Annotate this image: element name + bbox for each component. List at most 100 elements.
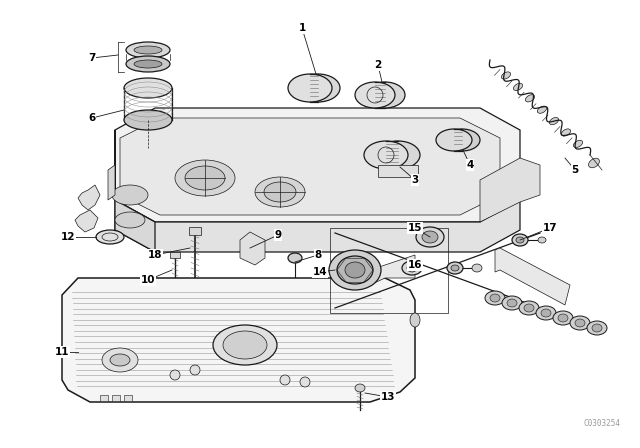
Ellipse shape [185, 166, 225, 190]
Polygon shape [120, 118, 500, 215]
Ellipse shape [365, 82, 405, 108]
Ellipse shape [296, 74, 340, 102]
Text: 5: 5 [572, 165, 579, 175]
Ellipse shape [592, 324, 602, 332]
Text: 12: 12 [61, 232, 76, 242]
Ellipse shape [447, 262, 463, 274]
Ellipse shape [264, 182, 296, 202]
Text: 9: 9 [275, 230, 282, 240]
Ellipse shape [134, 60, 162, 68]
Text: 6: 6 [88, 113, 95, 123]
Ellipse shape [345, 262, 365, 278]
Ellipse shape [329, 250, 381, 290]
Ellipse shape [115, 212, 145, 228]
Ellipse shape [575, 319, 585, 327]
Ellipse shape [376, 141, 420, 169]
Ellipse shape [402, 261, 422, 275]
Ellipse shape [507, 299, 517, 307]
Ellipse shape [558, 314, 568, 322]
Ellipse shape [536, 306, 556, 320]
Ellipse shape [96, 230, 124, 244]
Ellipse shape [525, 95, 534, 102]
Ellipse shape [223, 331, 267, 359]
Text: 14: 14 [313, 267, 327, 277]
Ellipse shape [126, 56, 170, 72]
Ellipse shape [541, 309, 551, 317]
Polygon shape [495, 248, 570, 305]
Circle shape [170, 370, 180, 380]
Ellipse shape [407, 264, 417, 272]
Ellipse shape [124, 110, 172, 130]
Ellipse shape [288, 74, 332, 102]
Text: 15: 15 [408, 223, 422, 233]
Ellipse shape [519, 301, 539, 315]
Text: C0303254: C0303254 [583, 419, 620, 428]
Ellipse shape [502, 296, 522, 310]
Ellipse shape [364, 141, 408, 169]
Bar [170, 252, 180, 258]
Circle shape [280, 375, 290, 385]
Bar [100, 395, 108, 401]
Polygon shape [115, 200, 520, 252]
Ellipse shape [337, 256, 373, 284]
Ellipse shape [513, 83, 523, 90]
Ellipse shape [538, 237, 546, 243]
Text: 4: 4 [467, 160, 474, 170]
Ellipse shape [573, 140, 582, 147]
Bar [112, 395, 120, 401]
Ellipse shape [501, 72, 511, 79]
Ellipse shape [287, 281, 303, 291]
Bar [189, 227, 201, 235]
Text: 2: 2 [374, 60, 381, 70]
Circle shape [300, 377, 310, 387]
Text: 11: 11 [55, 347, 69, 357]
Ellipse shape [472, 264, 482, 272]
Ellipse shape [213, 325, 277, 365]
Polygon shape [78, 185, 100, 210]
Ellipse shape [112, 185, 148, 205]
Bar [124, 395, 132, 401]
Ellipse shape [570, 316, 590, 330]
Text: 18: 18 [148, 250, 163, 260]
Ellipse shape [485, 291, 505, 305]
Text: 13: 13 [381, 392, 396, 402]
Polygon shape [62, 278, 415, 402]
Ellipse shape [410, 313, 420, 327]
Ellipse shape [124, 78, 172, 98]
Ellipse shape [288, 253, 302, 263]
Text: 10: 10 [141, 275, 156, 285]
Text: 16: 16 [408, 260, 422, 270]
Ellipse shape [553, 311, 573, 325]
Ellipse shape [538, 106, 547, 113]
Ellipse shape [490, 294, 500, 302]
Text: 3: 3 [412, 175, 419, 185]
Bar [378, 165, 418, 177]
Ellipse shape [444, 129, 480, 151]
Bar [330, 228, 448, 313]
Circle shape [190, 365, 200, 375]
Ellipse shape [126, 42, 170, 58]
Ellipse shape [175, 160, 235, 196]
Polygon shape [240, 232, 265, 265]
Ellipse shape [134, 46, 162, 54]
Ellipse shape [110, 354, 130, 366]
Ellipse shape [422, 231, 438, 243]
Polygon shape [115, 108, 520, 222]
Ellipse shape [561, 129, 571, 136]
Ellipse shape [436, 129, 472, 151]
Ellipse shape [355, 384, 365, 392]
Ellipse shape [549, 117, 559, 125]
Text: 17: 17 [543, 223, 557, 233]
Polygon shape [108, 165, 115, 200]
Text: 8: 8 [314, 250, 322, 260]
Ellipse shape [524, 304, 534, 312]
Ellipse shape [451, 265, 459, 271]
Polygon shape [115, 130, 155, 252]
Polygon shape [370, 255, 415, 285]
Ellipse shape [355, 82, 395, 108]
Ellipse shape [255, 177, 305, 207]
Text: 7: 7 [88, 53, 96, 63]
Text: 1: 1 [298, 23, 306, 33]
Ellipse shape [516, 237, 524, 243]
Ellipse shape [587, 321, 607, 335]
